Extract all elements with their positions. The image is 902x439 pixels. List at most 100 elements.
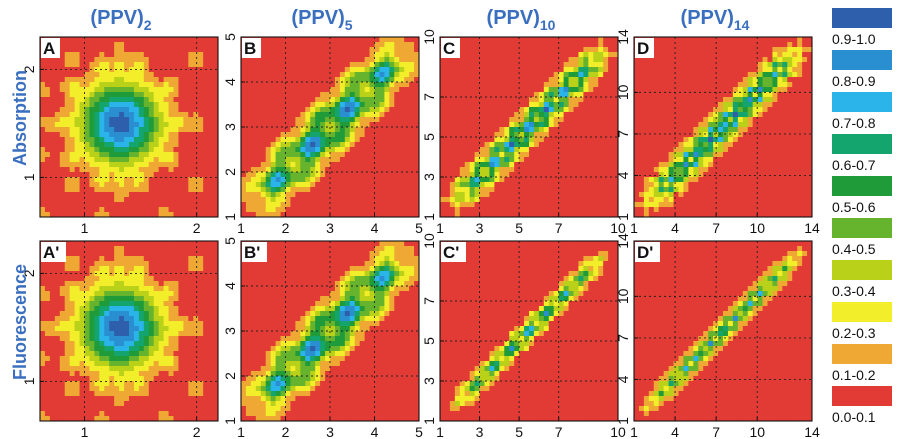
heatmap-cell — [489, 182, 495, 188]
heatmap-cell — [489, 137, 495, 143]
heatmap-cell — [334, 147, 341, 153]
heatmap-cell — [285, 142, 291, 148]
heatmap-cell — [583, 197, 589, 203]
heatmap-cell — [344, 107, 351, 113]
heatmap-cell — [519, 117, 525, 123]
heatmap-cell — [593, 92, 599, 98]
heatmap-cell — [643, 212, 650, 218]
heatmap-cell — [399, 102, 405, 108]
heatmap-cell — [558, 117, 565, 123]
heatmap-cell — [757, 62, 763, 68]
heatmap-cell — [683, 137, 689, 143]
heatmap-cell — [183, 77, 189, 83]
heatmap-cell — [543, 72, 550, 78]
heatmap-cell — [578, 192, 584, 198]
heatmap-cell — [524, 202, 530, 208]
heatmap-cell — [668, 42, 674, 48]
heatmap-cell — [158, 162, 165, 168]
heatmap-cell — [638, 172, 645, 178]
heatmap-cell — [203, 207, 209, 213]
heatmap-cell — [280, 52, 286, 58]
heatmap-cell — [469, 57, 476, 63]
heatmap-cell — [148, 157, 155, 163]
heatmap-cell — [742, 67, 749, 73]
heatmap-cell — [64, 192, 71, 198]
heatmap-cell — [578, 122, 584, 128]
heatmap-cell — [440, 92, 446, 98]
heatmap-cell — [315, 122, 321, 128]
heatmap-cell — [578, 82, 584, 88]
heatmap-cell — [409, 162, 415, 168]
heatmap-cell — [414, 142, 420, 148]
heatmap-cell — [339, 57, 346, 63]
heatmap-cell — [698, 122, 704, 128]
heatmap-cell — [713, 92, 719, 98]
heatmap-cell — [603, 62, 609, 68]
heatmap-cell — [767, 77, 773, 83]
heatmap-cell — [489, 117, 495, 123]
heatmap-cell — [693, 122, 699, 128]
heatmap-cell — [44, 72, 51, 78]
heatmap-cell — [339, 192, 346, 198]
heatmap-cell — [94, 172, 100, 178]
heatmap-cell — [104, 47, 110, 53]
heatmap-cell — [143, 42, 150, 48]
heatmap-cell — [573, 152, 579, 158]
heatmap-cell — [723, 102, 729, 108]
heatmap-cell — [732, 102, 739, 108]
heatmap-cell — [634, 57, 640, 63]
heatmap-cell — [673, 177, 679, 183]
heatmap-cell — [198, 157, 204, 163]
heatmap-cell — [673, 87, 679, 93]
heatmap-cell — [133, 187, 140, 193]
heatmap-cell — [114, 47, 120, 53]
heatmap-cell — [464, 132, 471, 138]
heatmap-cell — [519, 202, 525, 208]
heatmap-cell — [389, 167, 395, 173]
heatmap-cell — [265, 102, 272, 108]
heatmap-cell — [241, 117, 247, 123]
heatmap-cell — [344, 162, 351, 168]
heatmap-cell — [494, 172, 500, 178]
heatmap-cell — [64, 77, 71, 83]
heatmap-cell — [608, 197, 614, 203]
heatmap-cell — [643, 157, 650, 163]
heatmap-cell — [305, 47, 311, 53]
heatmap-cell — [94, 67, 100, 73]
heatmap-cell — [109, 147, 115, 153]
heatmap-cell — [762, 207, 768, 213]
heatmap-cell — [727, 102, 734, 108]
heatmap-cell — [158, 212, 165, 218]
heatmap-cell — [509, 132, 515, 138]
heatmap-cell — [173, 107, 179, 113]
heatmap-cell — [459, 117, 466, 123]
heatmap-cell — [509, 162, 515, 168]
heatmap-cell — [484, 77, 490, 83]
heatmap-cell — [344, 197, 351, 203]
heatmap-cell — [598, 192, 604, 198]
heatmap-cell — [703, 82, 709, 88]
heatmap-cell — [762, 97, 768, 103]
heatmap-cell — [394, 192, 400, 198]
heatmap-cell — [119, 102, 125, 108]
heatmap-cell — [59, 37, 66, 43]
heatmap-cell — [588, 212, 594, 218]
heatmap-cell — [320, 127, 326, 133]
heatmap-cell — [369, 37, 375, 43]
heatmap-cell — [673, 52, 679, 58]
heatmap-cell — [114, 147, 120, 153]
heatmap-cell — [613, 37, 619, 43]
heatmap-cell — [538, 202, 545, 208]
heatmap-cell — [40, 187, 46, 193]
heatmap-cell — [143, 47, 150, 53]
heatmap-cell — [558, 102, 565, 108]
heatmap-cell — [295, 182, 301, 188]
heatmap-cell — [384, 152, 390, 158]
heatmap-cell — [593, 187, 599, 193]
heatmap-cell — [359, 62, 366, 68]
heatmap-cell — [678, 162, 684, 168]
heatmap-cell — [399, 72, 405, 78]
heatmap-cell — [499, 117, 505, 123]
heatmap-cell — [153, 92, 160, 98]
heatmap-cell — [440, 127, 446, 133]
